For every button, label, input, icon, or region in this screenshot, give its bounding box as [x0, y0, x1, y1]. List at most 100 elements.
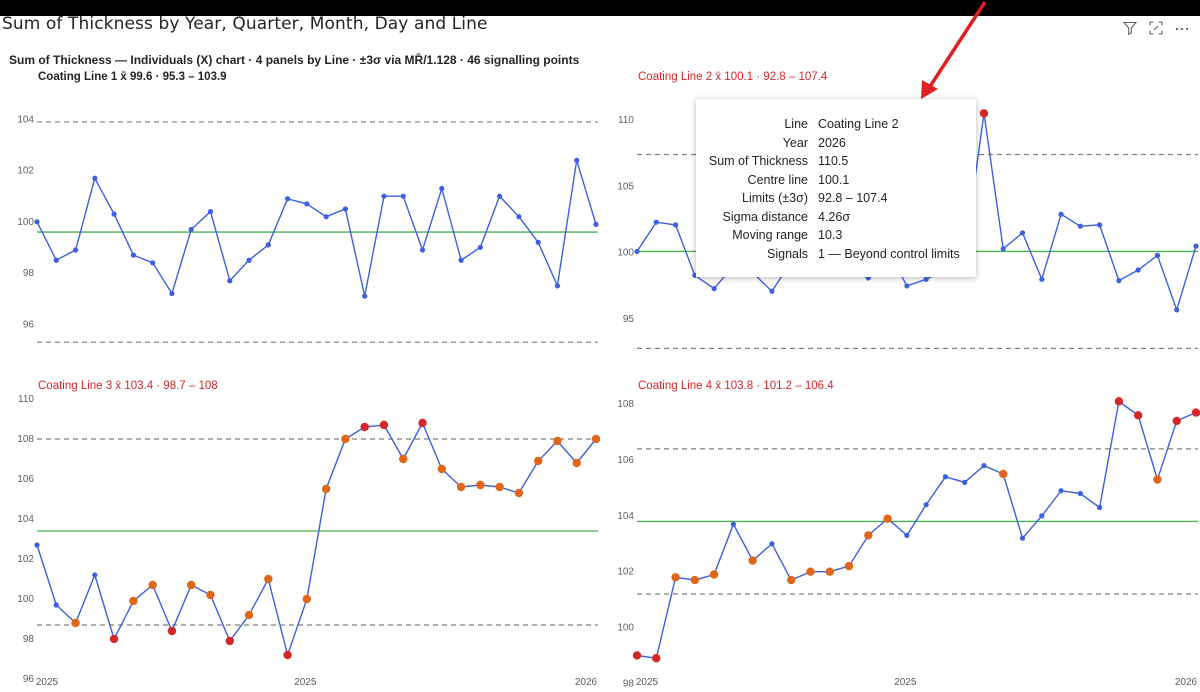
tooltip-key: Sigma distance	[722, 209, 808, 224]
tooltip-row: Centre line 100.1	[696, 171, 976, 190]
y-tick-label: 96	[23, 319, 35, 330]
tooltip-value: 10.3	[818, 228, 843, 242]
signal-point	[418, 418, 427, 428]
data-point	[574, 157, 580, 163]
signal-point	[979, 109, 989, 118]
signal-point	[167, 626, 177, 636]
signal-point	[533, 456, 543, 466]
signal-point	[652, 654, 661, 663]
signal-point	[999, 469, 1008, 479]
data-point	[439, 185, 445, 192]
data-point	[711, 285, 717, 292]
data-point	[1019, 230, 1026, 236]
data-point	[419, 247, 426, 253]
data-point	[769, 288, 775, 294]
panel-title: Coating Line 4 x̄ 103.8 · 101.2 – 106.4	[638, 380, 834, 392]
data-point	[34, 542, 40, 548]
tooltip-value: 4.26σ	[818, 209, 851, 224]
tooltip-key: Line	[784, 117, 808, 131]
tooltip-row: Sigma distance 4.26σ	[696, 208, 976, 227]
panel-title: Coating Line 1 x̄ 99.6 · 95.3 – 103.9	[38, 71, 227, 83]
y-tick-label: 102	[17, 554, 34, 565]
window-top-bar	[0, 0, 1200, 16]
series-line	[36, 421, 597, 658]
data-point	[92, 572, 98, 578]
focus-mode-icon[interactable]	[1148, 20, 1164, 36]
data-point	[1135, 267, 1141, 273]
data-point	[342, 206, 349, 212]
tooltip-key: Moving range	[732, 228, 808, 242]
series-line	[36, 160, 597, 297]
data-point	[1097, 504, 1103, 511]
signal-point	[495, 482, 504, 492]
tooltip-row: Sum of Thickness 110.5	[696, 152, 976, 171]
signal-point	[187, 580, 196, 590]
signal-point	[1114, 397, 1124, 406]
data-point	[1077, 223, 1083, 229]
tooltip-key: Sum of Thickness	[708, 154, 808, 168]
y-tick-label: 108	[17, 434, 34, 445]
data-point	[1097, 222, 1103, 228]
data-point	[981, 462, 987, 469]
signal-point	[591, 434, 601, 444]
visual-header-icons	[1122, 20, 1190, 36]
signal-point	[302, 594, 312, 604]
signal-point	[456, 482, 466, 492]
y-tick-label: 105	[617, 181, 634, 192]
data-point	[130, 252, 136, 258]
signal-point	[748, 556, 757, 565]
y-tick-label: 104	[17, 114, 34, 125]
tooltip-row: Moving range 10.3	[696, 226, 976, 245]
data-point	[1077, 490, 1083, 497]
y-tick-label: 96	[23, 674, 35, 685]
signal-point	[264, 574, 273, 584]
visual-title: Sum of Thickness by Year, Quarter, Month…	[2, 14, 488, 34]
data-point	[246, 257, 252, 263]
signal-point	[883, 514, 892, 523]
tooltip-value: 1 — Beyond control limits	[818, 246, 960, 261]
signal-point	[129, 596, 138, 606]
y-tick-label: 98	[23, 634, 35, 645]
series-line	[636, 400, 1197, 659]
signal-point	[806, 567, 815, 576]
signal-point	[109, 634, 119, 644]
signal-point	[341, 434, 350, 444]
y-tick-label: 100	[617, 248, 634, 259]
data-point	[72, 247, 79, 253]
y-tick-label: 104	[17, 514, 34, 525]
x-tick-label: 2026	[575, 677, 598, 688]
data-point	[1174, 307, 1180, 313]
tooltip-row: Year 2026	[696, 134, 976, 153]
x-tick-label: 2025	[36, 677, 59, 688]
data-point	[516, 214, 522, 220]
data-point	[1193, 243, 1199, 249]
signal-point	[787, 575, 796, 585]
tooltip-row: Signals 1 — Beyond control limits	[696, 245, 976, 264]
y-tick-label: 100	[617, 623, 634, 634]
tooltip-key: Signals	[767, 246, 808, 261]
tooltip-value: 2026	[818, 135, 846, 150]
signal-point	[321, 484, 331, 494]
filter-icon[interactable]	[1122, 20, 1138, 36]
signal-point	[71, 618, 80, 628]
signal-point	[844, 561, 854, 571]
tooltip-value: 100.1	[818, 172, 850, 187]
signal-point	[283, 650, 292, 660]
data-point	[1058, 211, 1064, 217]
data-point	[400, 193, 406, 199]
data-point	[265, 242, 271, 248]
data-point	[730, 521, 736, 527]
signal-point	[379, 420, 389, 430]
signal-point	[399, 454, 408, 464]
data-point	[593, 221, 599, 227]
data-point	[111, 211, 117, 217]
y-tick-label: 98	[623, 678, 635, 689]
data-point	[169, 290, 175, 297]
signal-point	[572, 458, 581, 468]
more-options-icon[interactable]	[1174, 20, 1190, 36]
y-tick-label: 98	[23, 268, 35, 279]
signal-point	[690, 575, 700, 585]
data-point	[227, 278, 233, 284]
signal-point	[1191, 408, 1200, 417]
